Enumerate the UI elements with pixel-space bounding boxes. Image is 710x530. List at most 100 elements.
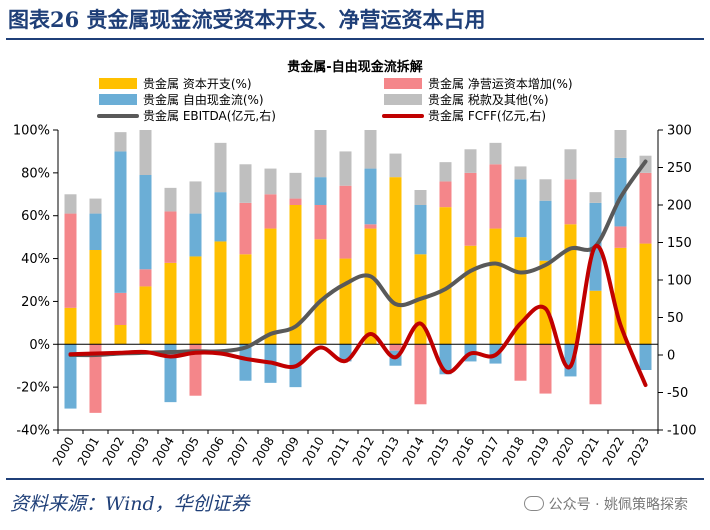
bar-tax-other-2012 <box>364 130 377 169</box>
bar-capex-2006 <box>214 241 227 345</box>
legend-swatch-2 <box>384 78 422 89</box>
x-tick-label-2010: 2010 <box>300 435 327 468</box>
bar-tax-other-2015 <box>439 162 452 182</box>
bar-fcf-2022 <box>614 157 627 227</box>
bar-capex-2023 <box>639 243 652 345</box>
x-tick-label-2006: 2006 <box>200 435 227 468</box>
bar-fcf-2014 <box>414 205 427 255</box>
bar-tax-other-2010 <box>314 130 327 178</box>
right-tick-label-9: 300 <box>667 124 692 139</box>
x-tick-label-2011: 2011 <box>325 435 352 468</box>
bar-capex-2003 <box>139 286 152 345</box>
x-tick-label-2007: 2007 <box>225 435 252 468</box>
legend-label-1: 贵金属 资本开支(%) <box>143 76 252 91</box>
left-tick-label-5: 40% <box>21 252 50 267</box>
bar-tax-other-2019 <box>539 179 552 201</box>
bar-tax-other-2001 <box>89 198 102 214</box>
source-rule <box>6 478 704 480</box>
bar-capex-2000 <box>64 307 77 345</box>
bar-fcf-2007 <box>239 344 252 381</box>
bar-tax-other-2013 <box>389 153 402 178</box>
bar-capex-2012 <box>364 228 377 345</box>
watermark: 公众号 · 姚佩策略探索 <box>523 494 688 514</box>
bar-tax-other-2000 <box>64 194 77 214</box>
fcff-line <box>68 244 648 387</box>
bar-fcf-2000 <box>64 344 77 409</box>
bar-tax-other-2009 <box>289 172 302 199</box>
bar-tax-other-2005 <box>189 181 202 214</box>
bar-fcf-2019 <box>539 200 552 261</box>
bar-nwc-2003 <box>139 269 152 287</box>
bar-nwc-2018 <box>514 344 527 381</box>
bar-nwc-2001 <box>89 344 102 413</box>
x-tick-label-2019: 2019 <box>525 435 552 468</box>
line-layer <box>68 159 648 387</box>
bar-nwc-2019 <box>539 344 552 394</box>
x-tick-label-2012: 2012 <box>350 435 377 468</box>
bar-nwc-2010 <box>314 205 327 240</box>
bar-capex-2004 <box>164 262 177 345</box>
left-tick-label-8: 100% <box>13 124 50 139</box>
ebitda-line <box>68 159 648 358</box>
x-tick-label-2023: 2023 <box>625 435 652 468</box>
bar-tax-other-2008 <box>264 168 277 195</box>
right-tick-label-8: 250 <box>667 161 692 176</box>
bar-nwc-2015 <box>439 181 452 208</box>
x-tick-label-2000: 2000 <box>50 435 77 468</box>
x-tick-label-2005: 2005 <box>175 435 202 468</box>
legend-label-5: 贵金属 EBITDA(亿元,右) <box>143 108 276 123</box>
wechat-icon <box>523 496 544 511</box>
x-tick-label-2018: 2018 <box>500 435 527 468</box>
bar-nwc-2014 <box>414 344 427 405</box>
bar-nwc-2021 <box>589 344 602 405</box>
bar-tax-other-2017 <box>489 142 502 165</box>
right-tick-label-2: -50 <box>667 386 688 401</box>
right-tick-label-7: 200 <box>667 199 692 214</box>
right-tick-label-5: 100 <box>667 274 692 289</box>
x-tick-label-2009: 2009 <box>275 435 302 468</box>
bar-fcf-2001 <box>89 213 102 250</box>
bar-tax-other-2004 <box>164 187 177 212</box>
bar-tax-other-2016 <box>464 149 477 173</box>
right-tick-label-3: 0 <box>667 349 675 364</box>
x-tick-label-2001: 2001 <box>75 435 102 468</box>
x-tick-label-2014: 2014 <box>400 435 427 468</box>
bar-capex-2017 <box>489 228 502 345</box>
x-tick-label-2017: 2017 <box>475 435 502 468</box>
x-tick-label-2020: 2020 <box>550 435 577 468</box>
bar-tax-other-2006 <box>214 142 227 193</box>
watermark-text: 公众号 · 姚佩策略探索 <box>548 497 688 513</box>
bar-capex-2018 <box>514 237 527 345</box>
bar-nwc-2012 <box>364 224 377 229</box>
bar-fcf-2004 <box>164 344 177 403</box>
legend: 贵金属 资本开支(%) 贵金属 净营运资本增加(%)贵金属 自由现金流(%) 贵金属… <box>97 76 573 123</box>
chart-area: 贵金属-自由现金流拆解 贵金属 资本开支(%) 贵金属 净营运资本增加(%)贵金属… <box>13 59 697 468</box>
legend-label-6: 贵金属 FCFF(亿元,右) <box>428 108 546 123</box>
bar-tax-other-2014 <box>414 190 427 205</box>
left-tick-label-6: 60% <box>21 209 50 224</box>
bar-capex-2005 <box>189 256 202 345</box>
x-tick-label-2015: 2015 <box>425 435 452 468</box>
bar-capex-2013 <box>389 177 402 345</box>
x-tick-label-2016: 2016 <box>450 435 477 468</box>
right-tick-label-6: 150 <box>667 236 692 251</box>
bar-capex-2021 <box>589 290 602 345</box>
legend-label-3: 贵金属 自由现金流(%) <box>143 92 264 107</box>
bar-fcf-2002 <box>114 151 127 293</box>
bar-nwc-2022 <box>614 226 627 248</box>
bar-tax-other-2018 <box>514 166 527 180</box>
bar-tax-other-2022 <box>614 130 627 158</box>
bar-capex-2011 <box>339 258 352 345</box>
x-tick-label-2021: 2021 <box>575 435 602 468</box>
left-tick-label-7: 80% <box>21 166 50 181</box>
bar-capex-2015 <box>439 207 452 345</box>
bar-nwc-2002 <box>114 292 127 325</box>
x-tick-label-2022: 2022 <box>600 435 627 468</box>
x-tick-label-2013: 2013 <box>375 435 402 468</box>
bar-fcf-2010 <box>314 177 327 205</box>
bar-tax-other-2002 <box>114 132 127 152</box>
bar-tax-other-2021 <box>589 192 602 203</box>
bar-capex-2002 <box>114 325 127 345</box>
bar-nwc-2013 <box>389 344 402 351</box>
bar-nwc-2005 <box>189 344 202 396</box>
